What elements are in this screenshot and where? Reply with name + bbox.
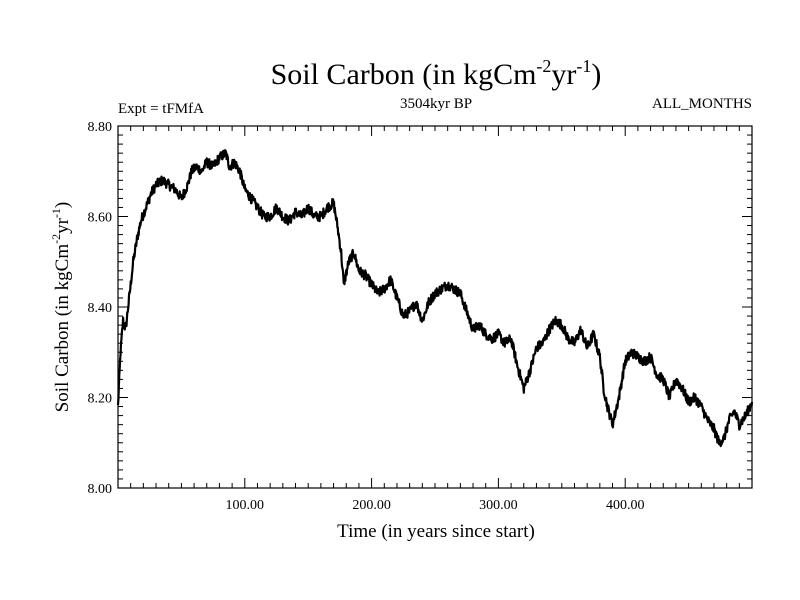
- x-axis-ticks: 100.00 200.00 300.00 400.00: [130, 126, 740, 513]
- chart-title: Soil Carbon (in kgCm-2yr-1): [271, 56, 602, 91]
- series-line-soil-carbon: [116, 149, 754, 448]
- subtitle-period: 3504kyr BP: [400, 96, 472, 112]
- subtitle-experiment: Expt = tFMfA: [118, 101, 204, 117]
- y-axis-ticks: 8.00 8.20 8.40 8.60 8.80: [88, 120, 752, 497]
- x-tick-label: 100.00: [226, 498, 265, 513]
- y-axis-label: Soil Carbon (in kgCm-2yr-1): [49, 202, 73, 413]
- x-tick-label: 400.00: [606, 498, 645, 513]
- x-axis-label: Time (in years since start): [337, 521, 535, 542]
- y-tick-label: 8.60: [88, 211, 113, 226]
- y-tick-label: 8.80: [88, 120, 113, 135]
- y-tick-label: 8.20: [88, 392, 113, 407]
- y-tick-label: 8.00: [88, 482, 113, 497]
- plot-frame: [117, 125, 753, 489]
- y-tick-label: 8.40: [88, 301, 113, 316]
- subtitle-months: ALL_MONTHS: [652, 96, 752, 112]
- x-tick-label: 200.00: [352, 498, 391, 513]
- x-tick-label: 300.00: [479, 498, 518, 513]
